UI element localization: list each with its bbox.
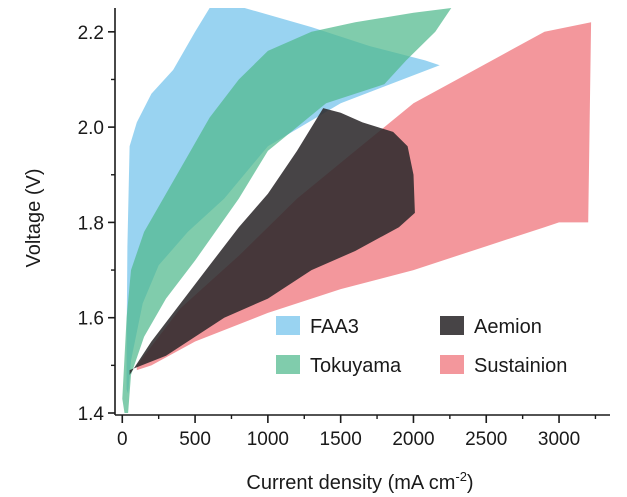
- x-tick-label: 1000: [247, 429, 289, 450]
- x-tick-label: 2500: [465, 429, 507, 450]
- series-area-faa3: [126, 8, 440, 394]
- x-axis-title-superscript: -2: [455, 469, 467, 484]
- legend-swatch-sustainion: [440, 355, 464, 374]
- y-tick-label: 2.2: [78, 23, 104, 44]
- x-tick-label: 1500: [320, 429, 362, 450]
- x-tick-label: 2000: [392, 429, 434, 450]
- legend-label-aemion: Aemion: [474, 316, 542, 338]
- x-axis-title-end: ): [467, 472, 474, 494]
- chart-legend: FAA3 Aemion Tokuyama Sustainion: [276, 316, 567, 377]
- legend-label-tokuyama: Tokuyama: [310, 355, 402, 377]
- y-tick-label: 1.8: [78, 213, 104, 234]
- legend-swatch-aemion: [440, 316, 464, 335]
- series-area-tokuyama: [122, 8, 452, 413]
- y-tick-label: 2.0: [78, 118, 104, 139]
- x-tick-label: 500: [179, 429, 211, 450]
- chart-areas: [122, 8, 592, 413]
- x-axis-title-main: Current density (mA cm: [246, 472, 455, 494]
- y-tick-label: 1.4: [78, 404, 105, 425]
- x-tick-label: 3000: [538, 429, 580, 450]
- legend-swatch-tokuyama: [276, 355, 300, 374]
- legend-swatch-faa3: [276, 316, 300, 335]
- x-tick-label: 0: [117, 429, 128, 450]
- y-axis-title: Voltage (V): [23, 169, 45, 268]
- y-tick-label: 1.6: [78, 309, 104, 330]
- chart-axes: 1.4 1.6 1.8 2.0 2.2 0 500 1000 1500 2000 2500 3000: [78, 8, 610, 450]
- series-area-aemion: [129, 108, 415, 375]
- x-axis-title: Current density (mA cm-2): [246, 469, 473, 494]
- legend-label-sustainion: Sustainion: [474, 355, 567, 377]
- legend-label-faa3: FAA3: [310, 316, 359, 338]
